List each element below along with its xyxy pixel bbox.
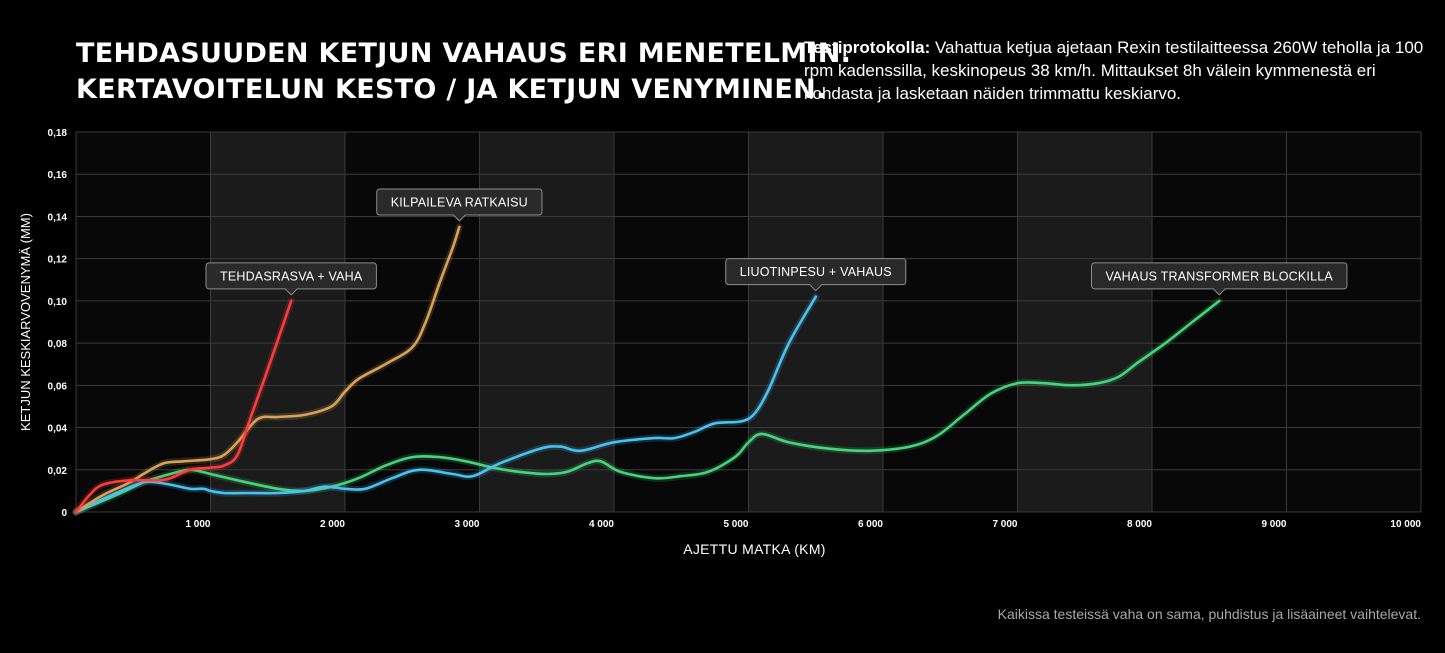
y-tick-label: 0,12 (48, 255, 68, 266)
x-tick-label: 8 000 (1127, 519, 1152, 530)
x-tick-label: 2 000 (320, 519, 345, 530)
series-callout-liuotinpesu-vahaus: LIUOTINPESU + VAHAUS (725, 258, 907, 292)
callout-pointer-outline (1212, 288, 1226, 296)
x-tick-label: 9 000 (1261, 519, 1286, 530)
series-line-kilpaileva-ratkaisu (74, 225, 461, 514)
test-protocol-description: Vahattua ketjua ajetaan Rexin testilaitt… (804, 38, 1424, 103)
x-tick-label: 7 000 (992, 519, 1017, 530)
test-protocol-label: Testiprotokolla: (804, 38, 931, 57)
chart-title-line-1: TEHDASUUDEN KETJUN VAHAUS ERI MENETELMIN… (76, 38, 852, 69)
series-line-tehdasrasva-vaha (74, 299, 293, 514)
series-callout-label: VAHAUS TRANSFORMER BLOCKILLA (1106, 269, 1334, 283)
y-tick-label: 0,02 (48, 466, 68, 477)
series-callout-label: LIUOTINPESU + VAHAUS (740, 265, 892, 279)
y-tick-label: 0,18 (48, 128, 68, 139)
callout-pointer (809, 284, 822, 291)
series-callout-tehdasrasva-vaha: TEHDASRASVA + VAHA (205, 262, 377, 296)
footnote: Kaikissa testeissä vaha on sama, puhdist… (997, 606, 1421, 622)
chart-title: TEHDASUUDEN KETJUN VAHAUS ERI MENETELMIN… (76, 36, 851, 108)
x-tick-label: 4 000 (589, 519, 614, 530)
callout-pointer-outline (452, 214, 466, 222)
y-tick-label: 0,10 (48, 297, 68, 308)
x-tick-label: 10 000 (1390, 519, 1421, 530)
shaded-band (1017, 132, 1152, 512)
callout-pointer (453, 214, 466, 221)
y-tick-label: 0,16 (48, 170, 68, 181)
series-callout-vahaus-transformer-blockilla: VAHAUS TRANSFORMER BLOCKILLA (1091, 262, 1348, 296)
y-tick-label: 0,06 (48, 381, 68, 392)
series-callout-label: TEHDASRASVA + VAHA (220, 269, 363, 283)
series-callout-kilpaileva-ratkaisu: KILPAILEVA RATKAISU (376, 188, 543, 222)
x-axis-label: AJETTU MATKA (KM) (683, 541, 826, 557)
series-line-vahaus-transformer-blockilla (74, 299, 1221, 514)
callout-pointer (285, 288, 298, 295)
series-line-liuotinpesu-vahaus (74, 295, 818, 514)
chart-title-line-2: KERTAVOITELUN KESTO / JA KETJUN VENYMINE… (76, 74, 827, 105)
callout-pointer-outline (809, 284, 823, 292)
test-protocol-text: Testiprotokolla: Vahattua ketjua ajetaan… (804, 36, 1424, 105)
y-tick-label: 0 (61, 508, 67, 519)
y-tick-label: 0,04 (48, 424, 68, 435)
y-tick-label: 0,14 (48, 212, 68, 223)
series-callout-label: KILPAILEVA RATKAISU (391, 196, 528, 210)
shaded-band (210, 132, 345, 512)
x-tick-label: 5 000 (723, 519, 748, 530)
y-tick-label: 0,08 (48, 339, 68, 350)
y-axis-label: KETJUN KESKIARVOVENYMÄ (MM) (18, 213, 33, 431)
x-tick-label: 3 000 (454, 519, 479, 530)
x-tick-label: 1 000 (185, 519, 210, 530)
x-tick-label: 6 000 (858, 519, 883, 530)
callout-pointer (1213, 288, 1226, 295)
shaded-band (748, 132, 883, 512)
callout-pointer-outline (284, 288, 298, 296)
